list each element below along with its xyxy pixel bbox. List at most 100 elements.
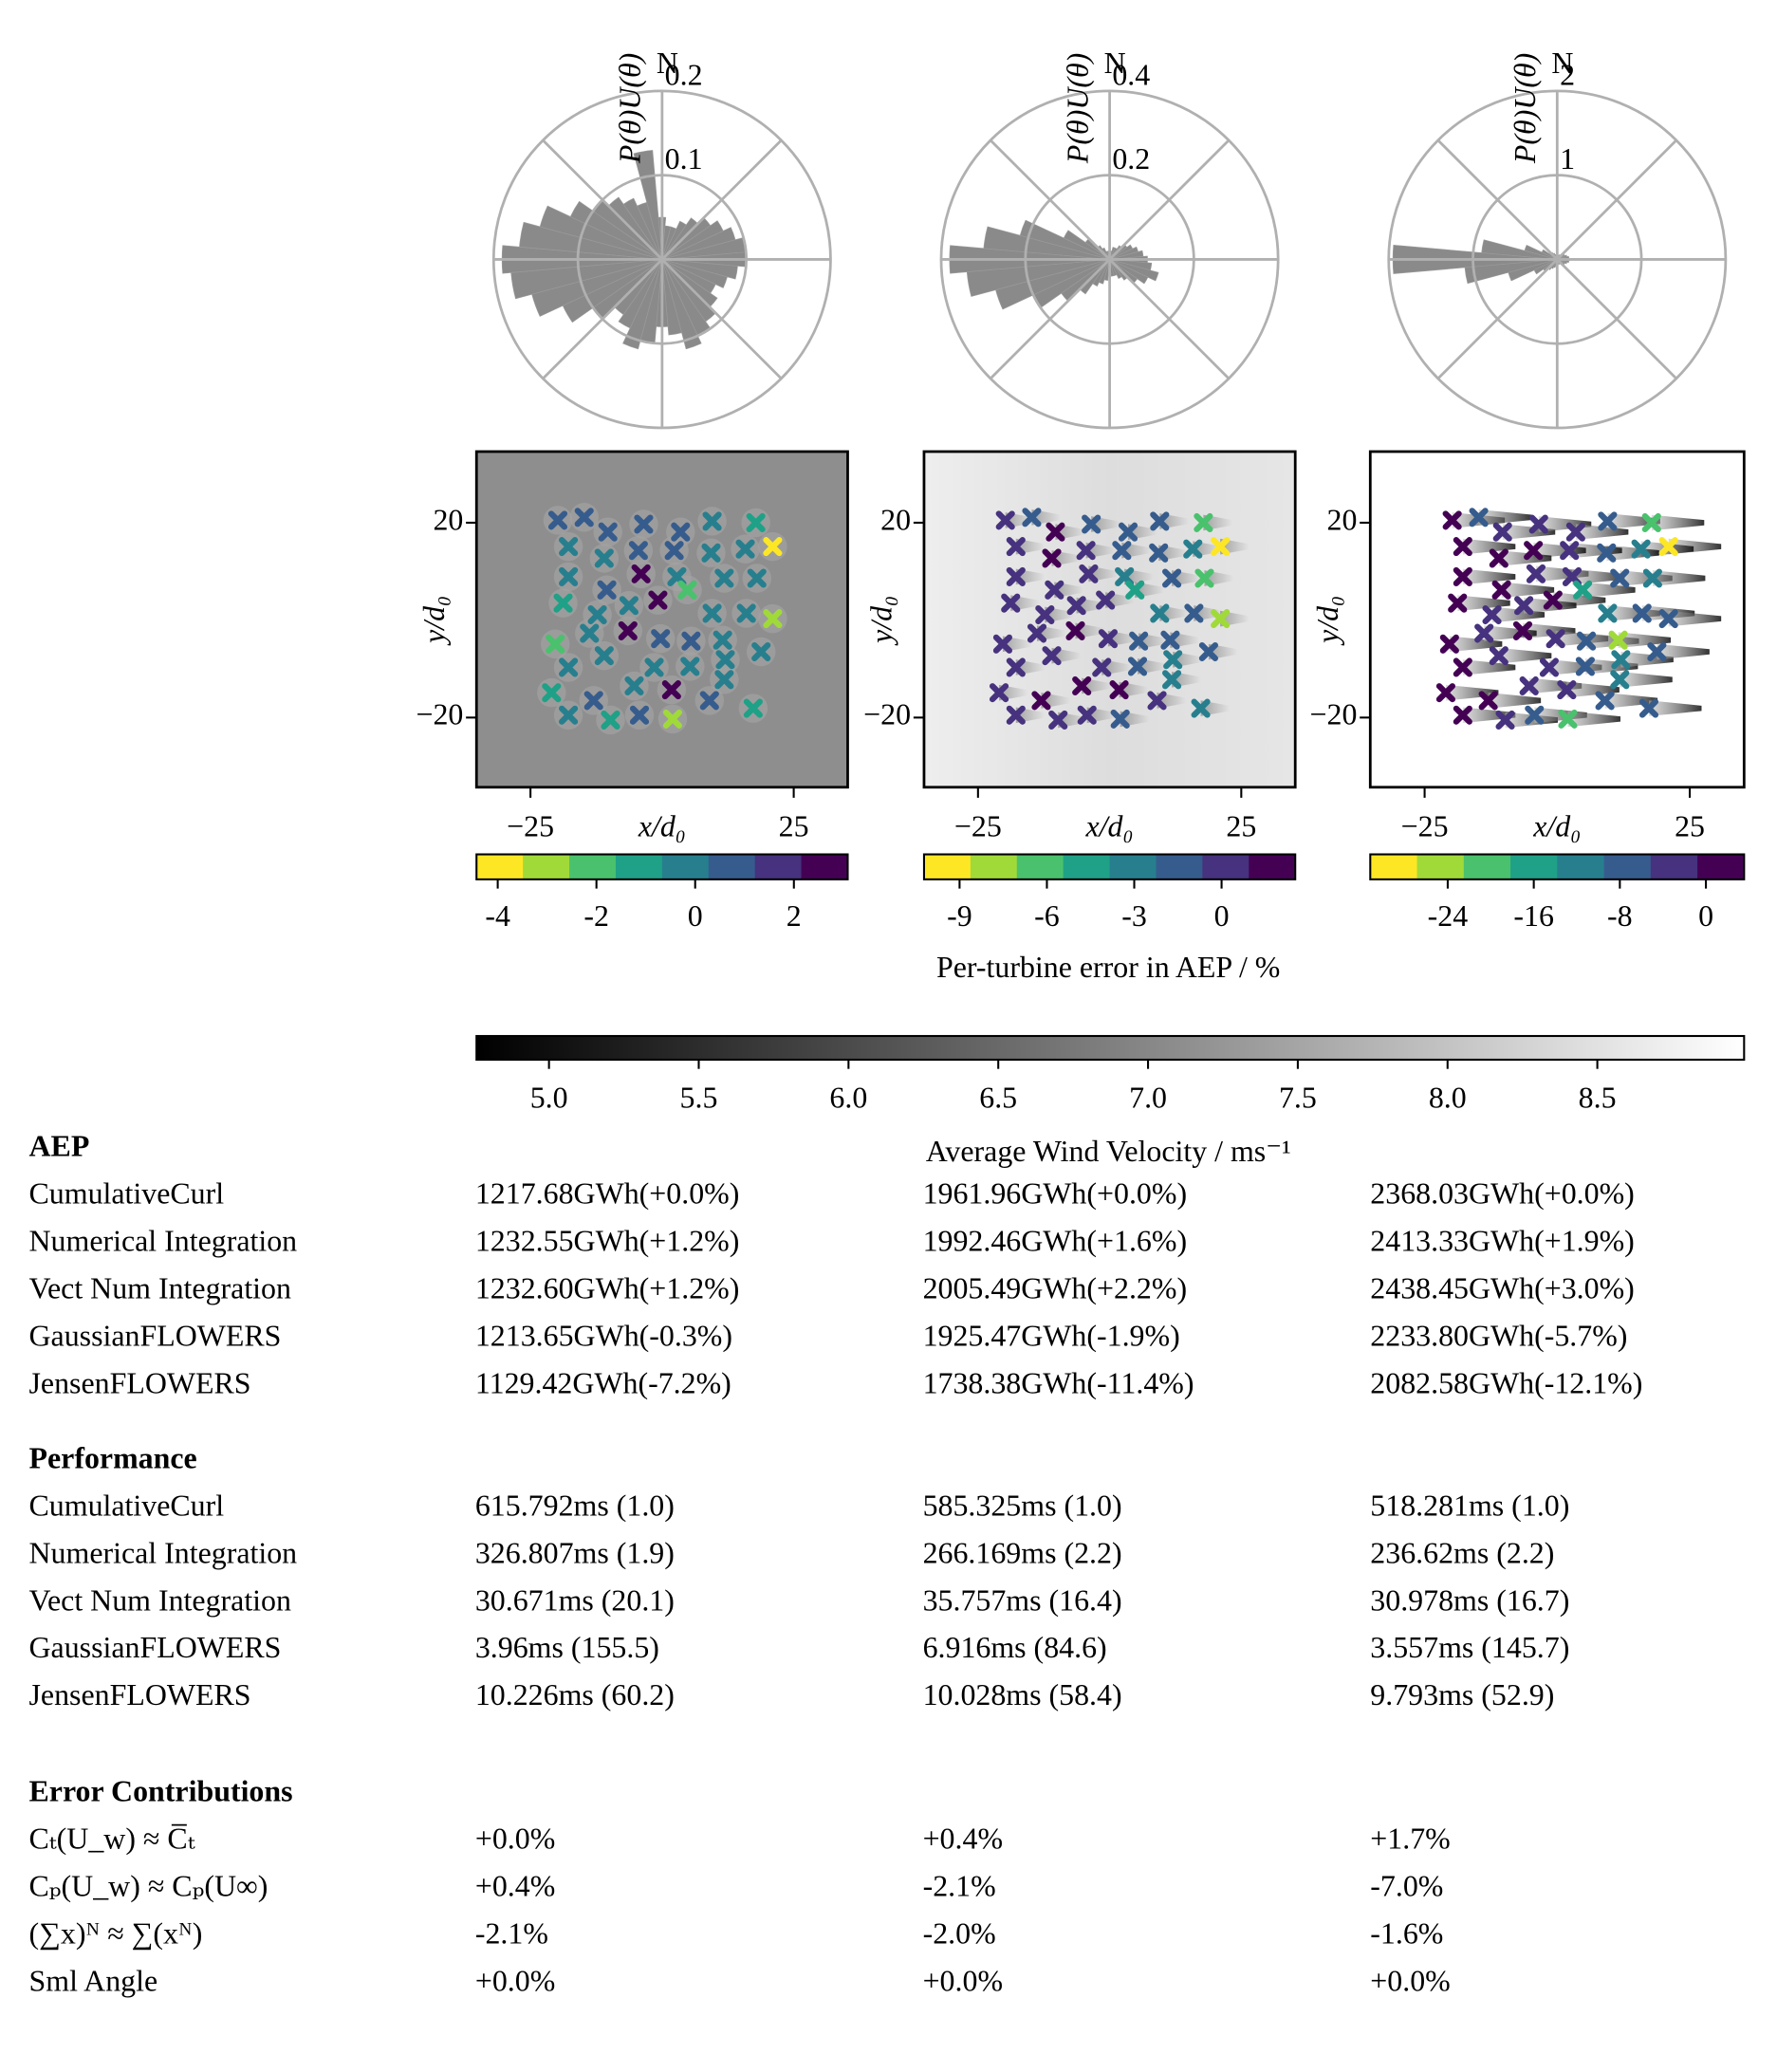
colorbar-tick-label: -3 bbox=[1121, 899, 1147, 933]
table-cell: 10.226ms (60.2) bbox=[475, 1678, 675, 1711]
turbine bbox=[1042, 646, 1062, 666]
turbine bbox=[1543, 590, 1563, 610]
turbine bbox=[1526, 564, 1546, 583]
turbine bbox=[1598, 511, 1618, 531]
wake bbox=[1657, 643, 1710, 660]
colorbar-frame bbox=[475, 853, 849, 880]
turbine bbox=[542, 683, 562, 703]
colorbar-segment bbox=[1249, 854, 1296, 879]
turbine bbox=[735, 539, 755, 559]
table-cell: 518.281ms (1.0) bbox=[1370, 1489, 1569, 1522]
turbine bbox=[702, 511, 722, 531]
table-cell: 1961.96GWh(+0.0%) bbox=[923, 1177, 1188, 1211]
x-tick-label: −25 bbox=[1401, 810, 1449, 843]
turbine bbox=[1211, 537, 1231, 557]
x-axis-label: x/d₀ bbox=[638, 810, 686, 843]
turbine bbox=[1006, 657, 1026, 677]
turbine bbox=[644, 657, 664, 677]
colorbar-tick-label: 2 bbox=[787, 899, 802, 933]
table-cell: 2438.45GWh(+3.0%) bbox=[1370, 1271, 1635, 1304]
table-cell: +0.0% bbox=[475, 1964, 555, 1997]
r-tick-label: 2 bbox=[1560, 58, 1575, 91]
table-cell: 326.807ms (1.9) bbox=[475, 1536, 675, 1569]
wake bbox=[1648, 700, 1702, 716]
turbine bbox=[661, 680, 681, 700]
turbine bbox=[713, 630, 732, 650]
colorbar-segment bbox=[1603, 854, 1652, 879]
turbine bbox=[1453, 537, 1472, 557]
rose-bar bbox=[661, 259, 728, 288]
x-axis-label: x/d₀ bbox=[1532, 810, 1581, 843]
turbine bbox=[1557, 680, 1577, 700]
turbine bbox=[1006, 566, 1026, 587]
colorbar-segment bbox=[1416, 854, 1465, 879]
turbine bbox=[1006, 537, 1026, 557]
x-tick-label: 25 bbox=[1226, 810, 1256, 843]
turbine bbox=[1160, 630, 1180, 650]
table-cell: -1.6% bbox=[1370, 1916, 1443, 1950]
turbine bbox=[1576, 631, 1597, 651]
row-label: Numerical Integration bbox=[29, 1225, 298, 1258]
turbine bbox=[559, 705, 579, 725]
turbine bbox=[1448, 593, 1468, 613]
turbine bbox=[1125, 580, 1145, 600]
turbine bbox=[1098, 629, 1118, 649]
colorbar-tick-label: -24 bbox=[1428, 899, 1469, 933]
turbine bbox=[1641, 512, 1661, 533]
colorbar-frame bbox=[1369, 853, 1746, 880]
turbine bbox=[1194, 512, 1213, 533]
velocity-tick-label: 5.5 bbox=[680, 1081, 718, 1114]
wake bbox=[1478, 509, 1532, 526]
table-cell: -7.0% bbox=[1370, 1869, 1443, 1902]
table-cell: +0.4% bbox=[475, 1869, 555, 1902]
polar-spoke bbox=[1436, 258, 1559, 379]
turbine bbox=[1149, 543, 1169, 563]
y-axis-label: y/d₀ bbox=[1311, 596, 1344, 646]
plot-area bbox=[1435, 508, 1722, 730]
turbine bbox=[1112, 541, 1132, 561]
colorbar-tick-label: -8 bbox=[1607, 899, 1633, 933]
turbine bbox=[1474, 623, 1494, 643]
rose-bar bbox=[1109, 259, 1149, 285]
colorbar-tick-label: -4 bbox=[485, 899, 510, 933]
turbine bbox=[618, 620, 638, 641]
colorbar-segment bbox=[523, 854, 570, 879]
colorbar-segment bbox=[615, 854, 663, 879]
x-tick-label: −25 bbox=[954, 810, 1002, 843]
turbine bbox=[680, 657, 700, 676]
row-label: GaussianFLOWERS bbox=[29, 1319, 282, 1352]
turbine bbox=[664, 541, 684, 561]
colorbar-segment bbox=[1202, 854, 1249, 879]
polar-spoke bbox=[542, 139, 663, 261]
polar-ylabel: P(θ)U(θ) bbox=[1509, 53, 1542, 164]
polar-spoke bbox=[1108, 258, 1231, 379]
row-label: CumulativeCurl bbox=[29, 1177, 225, 1211]
colorbar-segment bbox=[1156, 854, 1203, 879]
wake bbox=[1462, 659, 1516, 675]
table-cell: 2233.80GWh(-5.7%) bbox=[1370, 1319, 1627, 1352]
velocity-tick-label: 6.0 bbox=[829, 1081, 867, 1114]
table-cell: 30.671ms (20.1) bbox=[475, 1583, 675, 1617]
turbine bbox=[1109, 680, 1129, 700]
turbine bbox=[597, 580, 617, 600]
y-tick-label: 20 bbox=[1327, 503, 1358, 536]
rose-bar bbox=[622, 259, 663, 350]
turbine bbox=[1198, 641, 1218, 662]
table-cell: 3.96ms (155.5) bbox=[475, 1631, 659, 1664]
turbine bbox=[989, 683, 1009, 703]
velocity-tick-label: 7.0 bbox=[1129, 1081, 1167, 1114]
table-cell: +0.0% bbox=[475, 1822, 555, 1855]
table-cell: 2082.58GWh(-12.1%) bbox=[1370, 1366, 1642, 1399]
wake bbox=[1668, 610, 1722, 627]
plot-area bbox=[537, 503, 787, 735]
turbine bbox=[671, 522, 691, 542]
rose-bar bbox=[1063, 230, 1110, 260]
x-tick-label: 25 bbox=[1675, 810, 1705, 843]
wake bbox=[1462, 538, 1516, 555]
table-cell: 30.978ms (16.7) bbox=[1370, 1583, 1569, 1617]
row-label: GaussianFLOWERS bbox=[29, 1631, 282, 1664]
row-label: Cₚ(U_w) ≈ Cₚ(U∞) bbox=[29, 1869, 268, 1902]
turbine bbox=[1048, 710, 1068, 730]
